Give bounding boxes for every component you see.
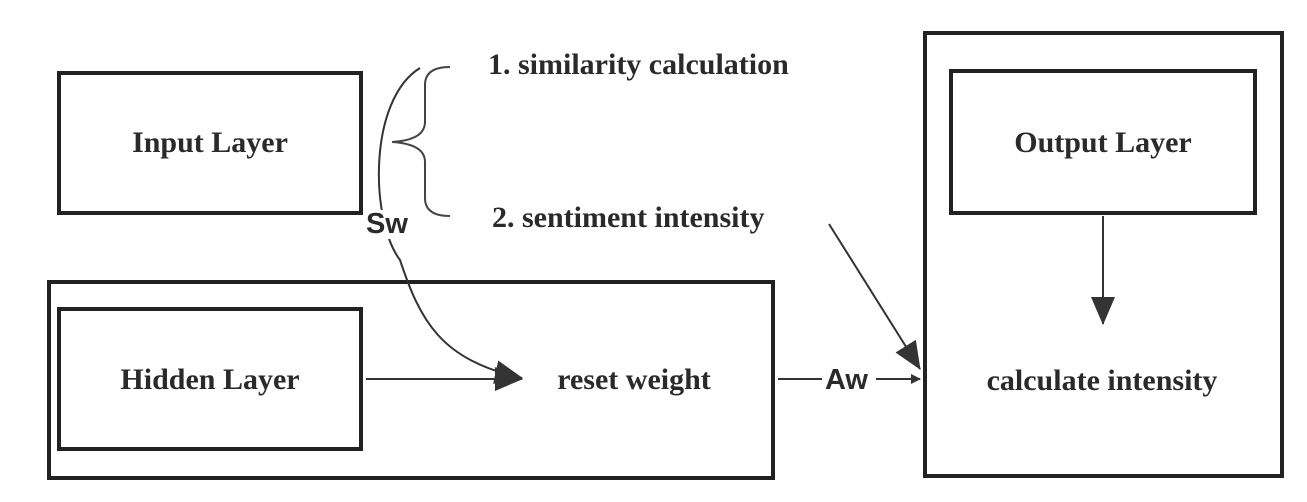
output-layer-box — [949, 69, 1257, 215]
step-sentiment-label: 2. sentiment intensity — [492, 201, 765, 234]
input-layer-box — [57, 71, 363, 215]
reset-weight-label: reset weight — [557, 363, 711, 396]
calculate-intensity-label: calculate intensity — [986, 364, 1218, 397]
output-container-box — [923, 31, 1284, 478]
output-layer-label: Output Layer — [1014, 126, 1192, 159]
hidden-container-box — [47, 280, 775, 480]
hidden-layer-box — [57, 307, 363, 451]
aw-edge-label: Aw — [823, 364, 870, 396]
curly-brace — [391, 66, 451, 217]
hidden-layer-label: Hidden Layer — [120, 363, 300, 396]
step-similarity-label: 1. similarity calculation — [488, 48, 789, 81]
sw-arrow — [377, 67, 523, 384]
input-layer-label: Input Layer — [132, 126, 288, 159]
sw-edge-label: Sw — [364, 208, 410, 240]
intensity-arrow — [828, 223, 921, 370]
